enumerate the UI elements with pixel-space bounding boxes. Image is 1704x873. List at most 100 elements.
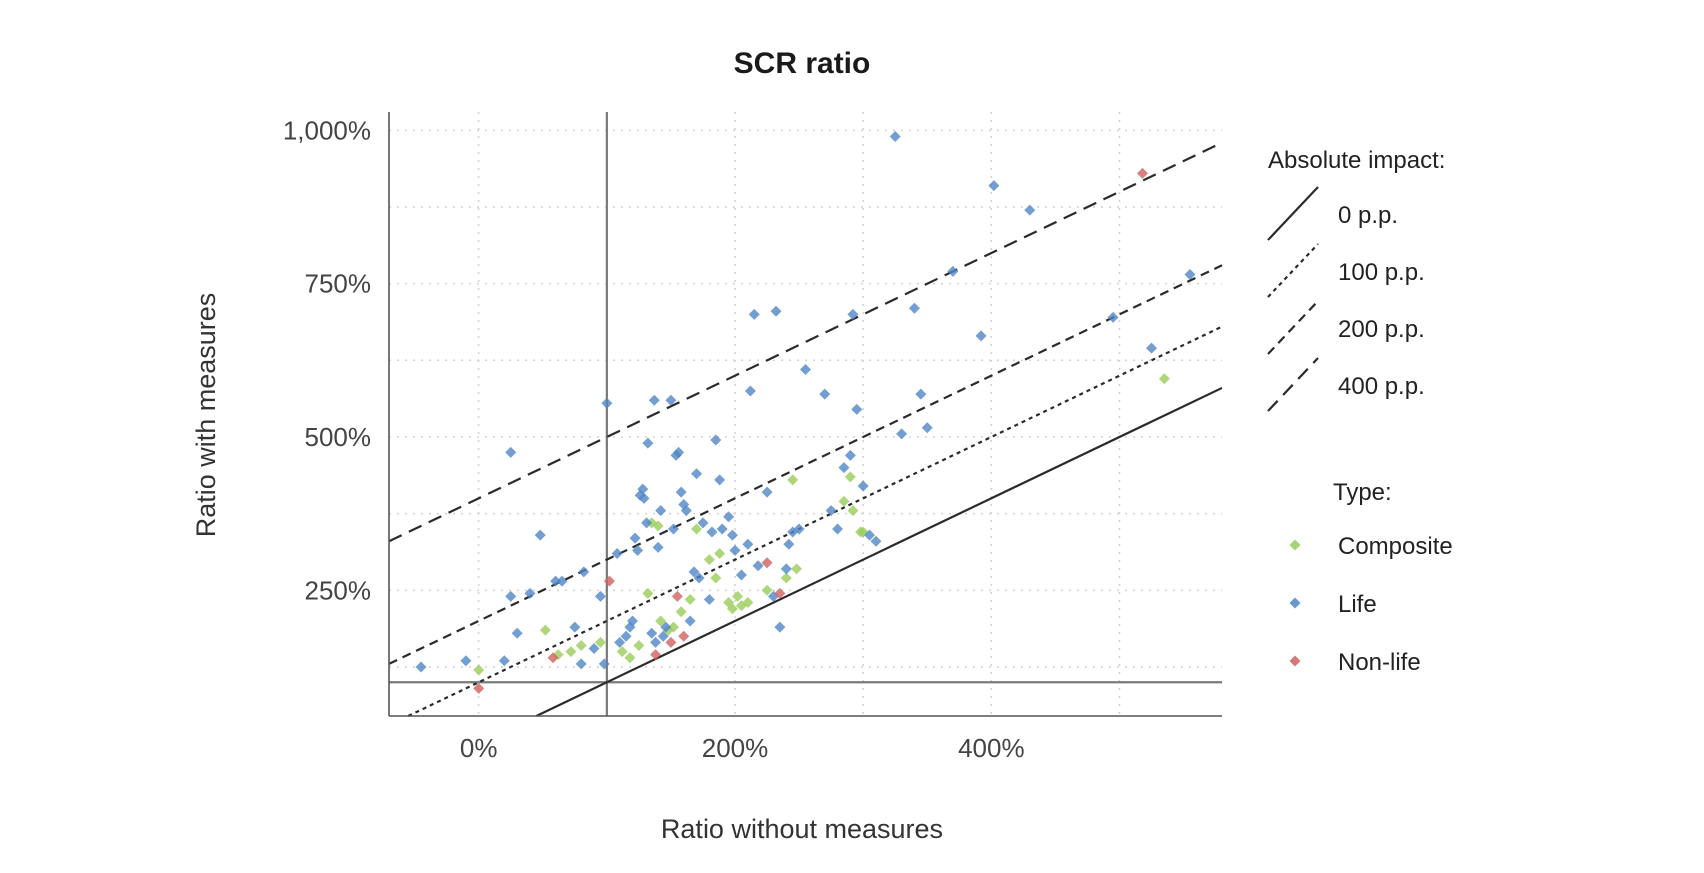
legend-label-impact-100: 100 p.p.: [1338, 259, 1425, 286]
point-life: [844, 449, 856, 461]
point-life: [864, 529, 876, 541]
point-life: [716, 523, 728, 535]
point-composite: [780, 572, 792, 584]
point-life: [684, 615, 696, 627]
point-life: [752, 560, 764, 572]
point-composite: [838, 495, 850, 507]
point-life: [819, 388, 831, 400]
point-life: [714, 474, 726, 486]
point-life: [652, 541, 664, 553]
point-life: [703, 593, 715, 605]
point-life: [896, 428, 908, 440]
y-tick-label: 750%: [305, 269, 372, 299]
point-life: [688, 566, 700, 578]
point-life: [505, 446, 517, 458]
point-life: [729, 544, 741, 556]
point-life: [498, 655, 510, 667]
y-tick-label: 500%: [305, 422, 372, 452]
point-life: [780, 563, 792, 575]
point-composite: [633, 639, 645, 651]
point-composite: [652, 520, 664, 532]
point-life: [660, 621, 672, 633]
point-composite: [714, 548, 726, 560]
point-composite: [791, 563, 803, 575]
legend-label-impact-0: 0 p.p.: [1338, 202, 1398, 229]
point-composite: [642, 587, 654, 599]
legend-key-impact-400: [1267, 357, 1319, 412]
point-life: [650, 636, 662, 648]
point-life: [774, 621, 786, 633]
point-life: [735, 569, 747, 581]
impact-legend-title: Absolute impact:: [1268, 147, 1445, 174]
point-life: [1146, 342, 1158, 354]
point-life: [665, 394, 677, 406]
point-life: [524, 587, 536, 599]
point-life: [594, 590, 606, 602]
point-life: [680, 505, 692, 517]
point-life: [857, 480, 869, 492]
legend-key-non-life: [1289, 655, 1301, 667]
point-life: [637, 483, 649, 495]
point-composite: [473, 664, 485, 676]
point-life: [697, 517, 709, 529]
point-life: [641, 517, 653, 529]
y-axis-title: Ratio with measures: [191, 293, 221, 538]
point-composite: [668, 621, 680, 633]
point-life: [947, 265, 959, 277]
point-life: [668, 523, 680, 535]
point-life: [793, 523, 805, 535]
type-legend-title: Type:: [1333, 479, 1392, 506]
point-life: [638, 492, 650, 504]
point-life: [975, 330, 987, 342]
point-non-life: [761, 557, 773, 569]
point-life: [748, 308, 760, 320]
point-life: [511, 627, 523, 639]
x-axis-title: Ratio without measures: [661, 814, 943, 844]
legend-label-non-life: Non-life: [1338, 649, 1421, 676]
point-life: [770, 305, 782, 317]
point-life: [691, 468, 703, 480]
point-life: [569, 621, 581, 633]
legend-label-impact-200: 200 p.p.: [1338, 316, 1425, 343]
point-composite: [565, 646, 577, 658]
x-tick-label: 200%: [702, 733, 769, 763]
point-composite: [539, 624, 551, 636]
y-tick-label: 1,000%: [283, 115, 371, 145]
x-tick-label: 0%: [460, 733, 498, 763]
point-life: [675, 486, 687, 498]
point-life: [505, 590, 517, 602]
point-non-life: [547, 652, 559, 664]
chart-title: SCR ratio: [734, 47, 871, 80]
point-composite: [616, 646, 628, 658]
tick-labels: 0% 200% 400% 250% 500% 750% 1,000%: [283, 115, 1025, 763]
point-life: [629, 532, 641, 544]
point-life: [800, 364, 811, 376]
legend-label-composite: Composite: [1338, 533, 1453, 560]
legend-key-composite: [1289, 539, 1301, 551]
point-life: [611, 548, 623, 560]
point-composite: [684, 593, 696, 605]
y-tick-label: 250%: [305, 575, 372, 605]
axes: [388, 112, 1222, 717]
point-composite: [732, 590, 744, 602]
point-life: [646, 627, 658, 639]
point-life: [1024, 204, 1036, 216]
point-composite: [787, 474, 799, 486]
point-life: [415, 661, 427, 673]
point-life: [761, 486, 773, 498]
point-life: [921, 422, 933, 434]
legend: Absolute impact: Type: 0 p.p. 100 p.p. 200…: [1267, 147, 1453, 676]
impact-line-0: [535, 386, 1223, 717]
point-life: [673, 446, 685, 458]
point-life: [706, 526, 718, 538]
point-life: [657, 630, 669, 642]
point-life: [742, 538, 754, 550]
point-life: [655, 505, 667, 517]
point-non-life: [473, 682, 485, 694]
point-composite: [726, 603, 738, 615]
point-life: [710, 434, 722, 446]
legend-label-life: Life: [1338, 591, 1377, 618]
data-points: [415, 131, 1196, 694]
